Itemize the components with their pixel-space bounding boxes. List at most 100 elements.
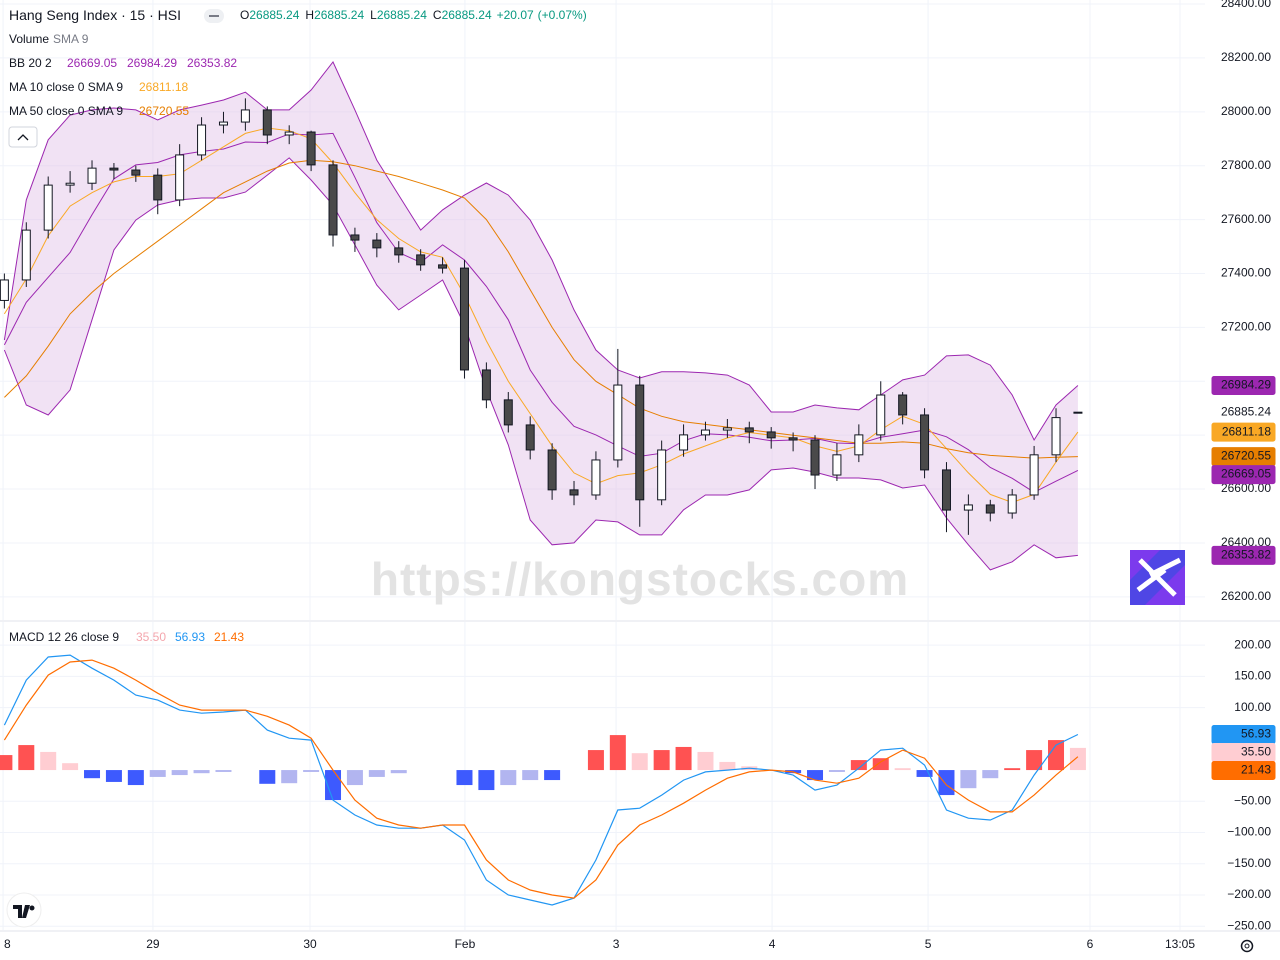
candle-body	[700, 429, 710, 436]
histogram-bar	[171, 770, 188, 776]
candle-body	[43, 184, 53, 231]
histogram-bar	[938, 770, 955, 796]
title-text: Hang Seng Index · 15 · HSI	[9, 7, 181, 23]
histogram-bar	[62, 763, 79, 771]
candle-body	[876, 394, 886, 436]
candle-body	[109, 167, 119, 171]
price-box-label: 26885.24	[1221, 404, 1271, 418]
y-tick-label: 26200.00	[1221, 589, 1271, 603]
x-tick-label: 3	[613, 937, 620, 951]
grid	[0, 0, 1205, 930]
y-tick-label: 26400.00	[1221, 535, 1271, 549]
candle-body	[657, 449, 667, 501]
plot	[0, 61, 1086, 906]
y-tick-label: −250.00	[1227, 918, 1271, 932]
x-tick-label: Feb	[455, 937, 476, 951]
bollinger-basis	[3, 132, 1079, 493]
histogram-bar	[872, 758, 889, 771]
macd-line	[3, 654, 1079, 906]
histogram-bar	[631, 753, 648, 771]
histogram-bar	[719, 761, 736, 771]
y-tick-label: 100.00	[1234, 700, 1271, 714]
y-tick-label: 150.00	[1234, 669, 1271, 683]
settings-icon[interactable]	[1240, 939, 1254, 953]
x-tick-label: 29	[146, 937, 160, 951]
ohlc-value: 26885.24	[314, 8, 364, 22]
histogram-bar	[456, 770, 473, 786]
ohlc: O26885.24 H26885.24 L26885.24 C26885.24 +20.…	[240, 8, 587, 22]
candle-body	[459, 267, 469, 371]
y-tick-label: 28000.00	[1221, 104, 1271, 118]
candle-body	[722, 427, 732, 431]
histogram-bar	[215, 770, 232, 772]
candle-body	[898, 394, 908, 416]
moving-average	[4, 159, 1078, 459]
histogram-bar	[18, 745, 35, 771]
price-box-label: 26353.82	[1221, 548, 1271, 562]
candle-body	[284, 131, 294, 136]
candle-body	[744, 427, 754, 433]
price-box-label: 56.93	[1241, 727, 1271, 741]
candle-body	[854, 434, 864, 456]
candle-body	[21, 229, 31, 281]
ohlc-value: 26885.24	[442, 8, 492, 22]
y-tick-label: −150.00	[1227, 856, 1271, 870]
candle-body	[1029, 454, 1039, 496]
candle-body	[591, 459, 601, 496]
histogram-bar	[105, 770, 122, 782]
candle-body	[218, 121, 228, 126]
y-tick-label: 200.00	[1234, 637, 1271, 651]
macd-line	[3, 659, 1079, 899]
candle-body	[197, 124, 207, 156]
histogram-bar	[960, 770, 977, 789]
histogram-bar	[544, 770, 561, 781]
candle-body	[766, 431, 776, 439]
candle-body	[832, 454, 842, 476]
candle-body	[328, 164, 338, 236]
price-box	[1211, 422, 1276, 442]
change: +20.07	[497, 8, 534, 22]
candle-body	[1051, 417, 1061, 456]
histogram-bar	[1069, 747, 1086, 771]
bollinger-upper	[3, 61, 1079, 442]
histogram-bar	[40, 751, 57, 771]
macd-legend: MACD 12 26 close 9 35.50 56.93 21.43	[9, 630, 244, 644]
volume-params: SMA 9	[53, 32, 89, 46]
candle-body	[438, 264, 448, 269]
candle-body	[131, 169, 141, 176]
x-tick-label: 4	[769, 937, 776, 951]
histogram-bar	[478, 770, 495, 791]
price-box-label: 21.43	[1241, 763, 1271, 777]
price-box	[1211, 545, 1276, 565]
candle-body	[481, 369, 491, 401]
candle-body	[175, 154, 185, 201]
ma-legend: MA 10 close 0 SMA 9 26811.18	[9, 80, 188, 94]
y-tick-label: −100.00	[1227, 825, 1271, 839]
ma-name: MA 50 close 0 SMA 9	[9, 104, 123, 118]
histogram-bar	[697, 751, 714, 771]
histogram-bar	[368, 770, 385, 777]
y-tick-label: 28200.00	[1221, 50, 1271, 64]
bollinger-name: BB 20 2	[9, 56, 52, 70]
ohlc-label: H	[305, 8, 314, 22]
symbol-menu-icon	[209, 15, 219, 17]
histogram-bar	[500, 770, 517, 786]
macd-value: 21.43	[214, 630, 244, 644]
histogram-bar	[1048, 740, 1065, 771]
price-box	[1211, 465, 1276, 485]
collapse-button[interactable]	[8, 126, 38, 148]
x-tick-label: 6	[1087, 937, 1094, 951]
histogram-bar	[1004, 768, 1021, 771]
volume-legend: Volume SMA 9	[9, 32, 89, 46]
y-tick-label: −50.00	[1234, 793, 1271, 807]
histogram-bar	[1026, 750, 1043, 771]
histogram-bar	[127, 770, 144, 786]
histogram-bar	[149, 770, 166, 777]
candle-body	[306, 131, 316, 166]
ohlc-value: 26885.24	[377, 8, 427, 22]
candle-body	[240, 109, 250, 123]
candle-body	[394, 247, 404, 256]
ohlc-label: O	[240, 8, 249, 22]
volume-name: Volume	[9, 32, 49, 46]
